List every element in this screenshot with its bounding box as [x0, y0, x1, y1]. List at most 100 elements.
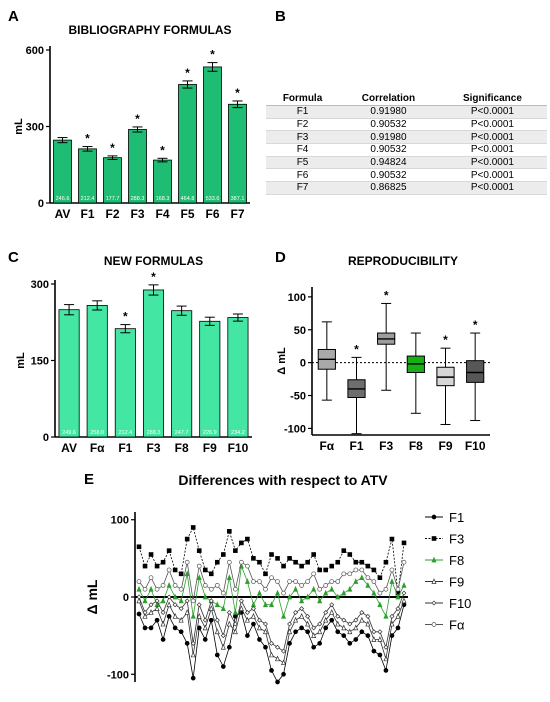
data-point: [148, 609, 154, 615]
legend-item: F10: [425, 596, 471, 611]
data-point: [431, 536, 437, 541]
data-point: [178, 586, 184, 592]
data-label: 533.6: [206, 196, 220, 202]
data-point: [359, 567, 365, 573]
data-point: [431, 556, 437, 563]
data-point: [239, 540, 244, 546]
x-tick-label: F3: [130, 207, 144, 221]
data-point: [208, 617, 214, 623]
data-point: [341, 633, 347, 638]
data-point: [401, 540, 407, 546]
data-point: [232, 609, 238, 615]
data-point: [431, 600, 437, 606]
data-point: [341, 624, 347, 631]
data-point: [335, 593, 341, 600]
data-point: [226, 620, 232, 627]
header-correlation: Correlation: [339, 92, 438, 106]
panel-letter-c: C: [8, 249, 19, 266]
data-point: [226, 644, 232, 650]
data-point: [383, 655, 389, 662]
y-tick-label: -100: [107, 669, 129, 681]
cell-formula: F1: [266, 105, 340, 119]
data-point: [395, 606, 401, 612]
data-point: [359, 616, 365, 623]
series-f1: [136, 602, 407, 685]
data-point: [275, 556, 280, 561]
data-point: [359, 574, 365, 581]
data-point: [160, 609, 166, 615]
data-point: [196, 602, 202, 608]
significance-marker: *: [443, 333, 448, 347]
data-point: [268, 651, 275, 658]
significance-marker: *: [384, 288, 389, 302]
data-point: [184, 609, 190, 615]
legend-item: F9: [425, 575, 464, 590]
data-point: [383, 559, 389, 565]
x-tick-label: F9: [203, 441, 217, 455]
data-point: [244, 578, 250, 584]
data-point: [287, 621, 293, 627]
x-tick-label: F1: [349, 439, 363, 453]
data-point: [269, 552, 274, 557]
data-point: [220, 643, 226, 650]
data-point: [184, 641, 190, 646]
bar: [114, 328, 136, 438]
data-point: [383, 612, 389, 619]
data-point: [299, 583, 304, 588]
data-point: [274, 589, 281, 596]
data-label: 168.3: [156, 196, 170, 202]
data-point: [263, 586, 268, 592]
data-point: [250, 612, 256, 619]
y-tick-label: 0: [300, 358, 306, 370]
table-row: F3 0.91980 P<0.0001: [266, 130, 547, 145]
data-point: [160, 597, 166, 604]
data-point: [389, 567, 395, 573]
data-point: [274, 655, 281, 662]
y-tick-label: 150: [31, 356, 49, 368]
cell-correlation: 0.90532: [339, 118, 438, 132]
data-point: [245, 563, 250, 569]
data-point: [377, 652, 383, 658]
data-point: [317, 567, 322, 573]
data-point: [262, 628, 269, 635]
data-point: [250, 601, 256, 608]
series-f10: [136, 590, 407, 654]
data-point: [389, 620, 395, 627]
data-point: [365, 582, 371, 588]
data-point: [323, 589, 329, 596]
table-row: F6 0.90532 P<0.0001: [266, 168, 547, 183]
data-label: 387.1: [231, 196, 245, 202]
x-tick-label: F3: [146, 441, 160, 455]
data-point: [251, 621, 256, 627]
data-point: [389, 536, 395, 542]
x-tick-label: F3: [379, 439, 393, 453]
data-point: [166, 582, 172, 588]
data-point: [190, 651, 196, 658]
data-point: [220, 633, 226, 639]
data-point: [214, 628, 220, 635]
data-point: [293, 616, 299, 623]
data-point: [233, 548, 238, 553]
cell-significance: P<0.0001: [437, 181, 547, 195]
data-point: [202, 624, 208, 631]
data-point: [269, 668, 274, 673]
data-point: [335, 579, 341, 584]
data-point: [256, 589, 262, 596]
x-tick-label: F10: [228, 441, 249, 455]
cell-formula: F6: [266, 168, 340, 183]
data-point: [293, 629, 298, 635]
data-point: [233, 586, 238, 592]
data-point: [256, 617, 262, 623]
data-point: [166, 567, 172, 573]
y-tick-label: -50: [290, 391, 306, 403]
data-point: [335, 613, 341, 619]
data-point: [377, 629, 383, 635]
data-point: [214, 652, 220, 658]
cell-significance: P<0.0001: [437, 105, 547, 119]
data-point: [154, 563, 160, 569]
data-point: [359, 629, 365, 635]
data-point: [353, 567, 359, 573]
x-tick-label: F4: [155, 207, 169, 221]
cell-correlation: 0.91980: [339, 130, 438, 145]
cell-formula: F2: [266, 118, 340, 132]
